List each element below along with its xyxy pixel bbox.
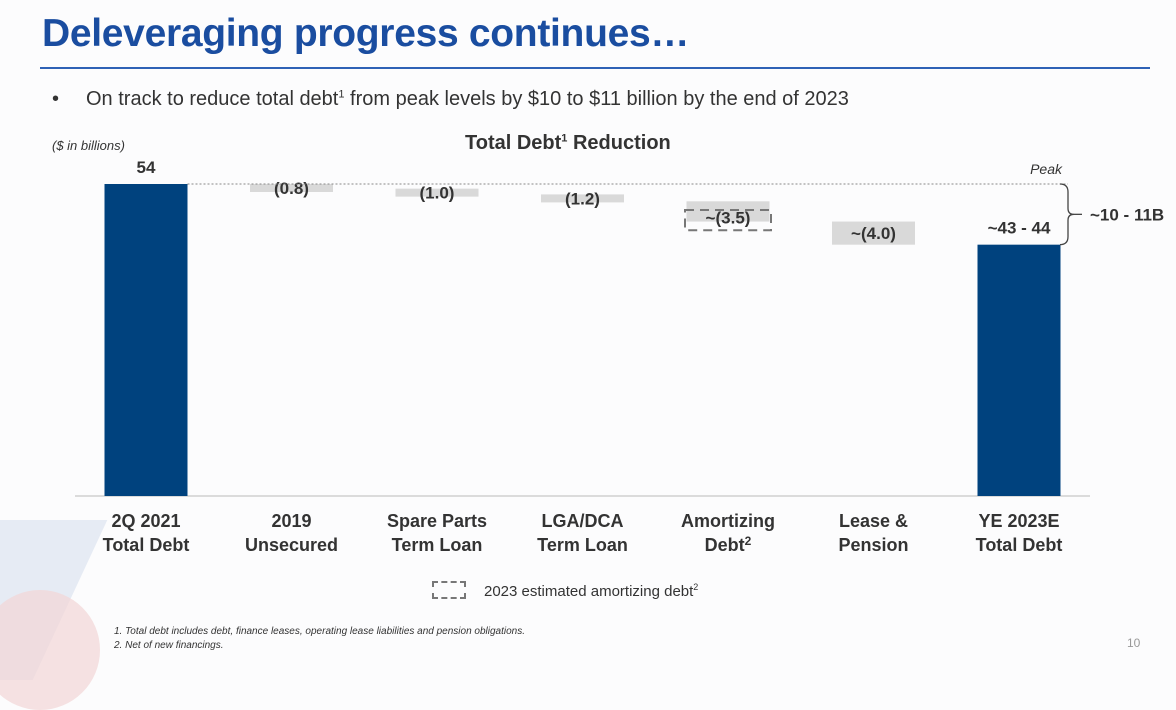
category-label-1-line2: Unsecured [245,535,338,555]
category-label-3-line1: LGA/DCA [542,511,624,531]
legend-label: 2023 estimated amortizing debt2 [484,582,699,600]
bar-step-3 [541,194,624,203]
data-label-5: ~(4.0) [851,224,896,243]
bar-step-4 [686,201,770,222]
waterfall-chart: 2Q 2021 Total Debt 2019 Unsecured Spare Part… [75,158,1164,555]
data-label-4: ~(3.5) [706,209,751,228]
page-title: Deleveraging progress continues… [42,12,690,55]
category-label-4-line1: Amortizing [681,511,775,531]
range-label: ~10 - 11B [1090,205,1164,224]
units-label: ($ in billions) [52,138,125,153]
bar-total-0 [104,184,188,496]
range-bracket [1059,183,1075,246]
data-label-2: (1.0) [420,184,455,203]
estimated-amortizing-box [684,209,772,232]
category-label-5-line1: Lease & [839,511,908,531]
category-label-0-line2: Total Debt [103,535,190,555]
data-label-1: (0.8) [274,179,309,198]
bullet-text: On track to reduce total debt1 from peak… [86,88,849,110]
data-label-3: (1.2) [565,189,600,208]
category-label-3-line2: Term Loan [537,535,628,555]
bar-total-6 [977,244,1061,496]
footnote-1: 1. Total debt includes debt, finance lea… [114,626,526,637]
category-label-1-line1: 2019 [271,511,311,531]
category-label-2-line2: Term Loan [392,535,483,555]
category-label-5-line2: Pension [838,535,908,555]
category-label-6-line2: Total Debt [976,535,1063,555]
legend-dashed-swatch [432,581,466,599]
category-label-6-line1: YE 2023E [978,511,1059,531]
bar-step-1 [250,184,333,192]
footnote-2: 2. Net of new financings. [114,640,224,651]
bar-step-5 [832,221,915,245]
data-label-6: ~43 - 44 [988,219,1051,238]
category-label-4-line2: Debt2 [705,534,752,555]
chart-title: Total Debt1 Reduction [465,132,671,154]
page-number: 10 [1127,636,1141,650]
title-rule [40,67,1150,69]
peak-label: Peak [1030,161,1063,177]
data-label-0: 54 [137,158,156,177]
bullet-icon: • [52,88,60,110]
bar-step-2 [395,188,479,197]
category-label-0-line1: 2Q 2021 [111,511,180,531]
category-label-2-line1: Spare Parts [387,511,487,531]
